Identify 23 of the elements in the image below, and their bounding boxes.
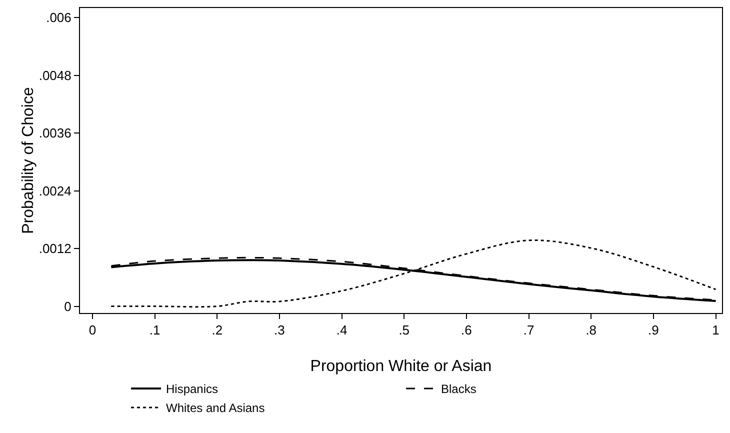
y-tick-label: .0012: [38, 241, 72, 256]
y-tick-label: 0: [64, 298, 72, 314]
x-tick-label: 0: [88, 322, 96, 338]
y-tick-label: .0024: [38, 183, 72, 198]
x-tick-label: .5: [398, 322, 410, 338]
y-tick-label: .006: [46, 10, 72, 26]
x-tick-label: .2: [212, 322, 223, 338]
x-tick-label: 1: [712, 322, 720, 338]
x-tick-label: .8: [586, 322, 597, 338]
x-axis-title: Proportion White or Asian: [310, 358, 492, 375]
y-tick-label: .0048: [38, 68, 72, 83]
x-tick-label: .6: [461, 322, 472, 338]
legend-label: Whites and Asians: [166, 401, 265, 416]
y-tick-label: .0036: [38, 126, 72, 141]
x-tick-label: .7: [523, 322, 534, 338]
x-tick-label: .3: [274, 322, 285, 338]
y-axis-title: Probability of Choice: [20, 87, 37, 234]
x-tick-label: .9: [648, 322, 659, 338]
legend-label: Hispanics: [166, 382, 218, 396]
legend-label: Blacks: [441, 382, 476, 396]
x-tick-label: .4: [336, 322, 348, 338]
line-series: [110, 239, 717, 308]
x-tick-label: .1: [149, 322, 160, 338]
